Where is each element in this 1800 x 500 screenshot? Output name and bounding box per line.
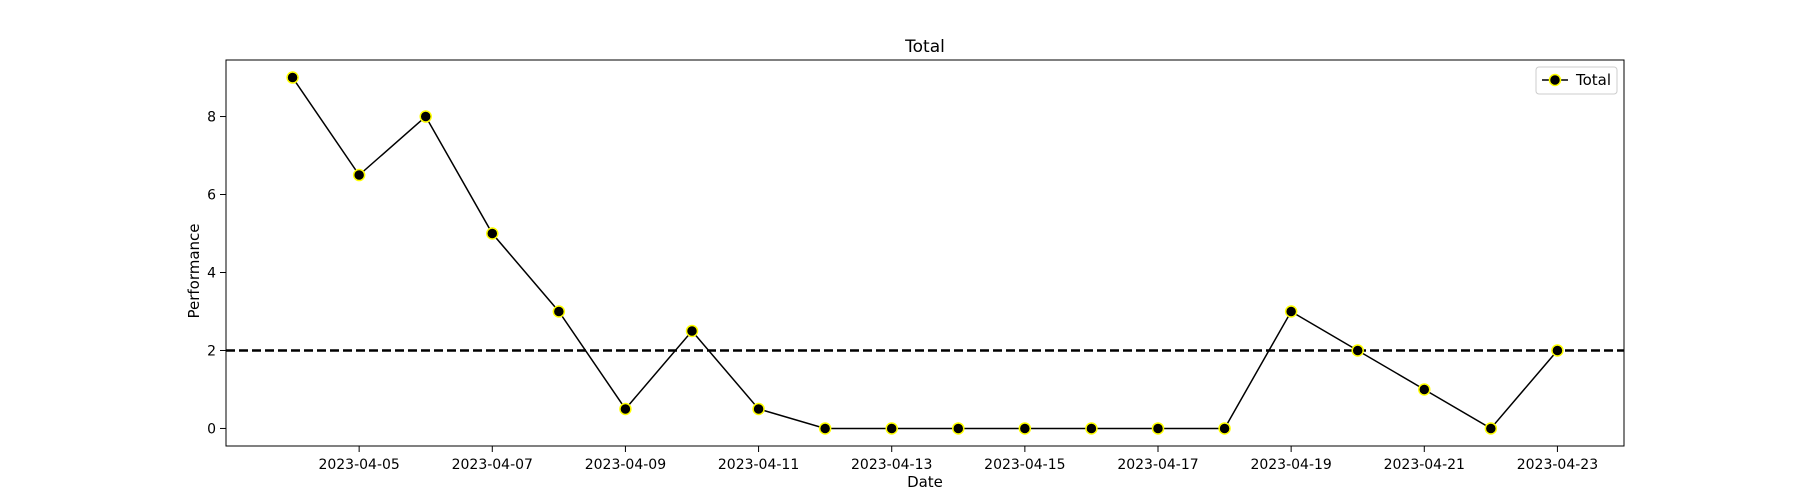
legend-marker — [1548, 73, 1562, 87]
data-point — [818, 422, 832, 435]
x-tick-label: 2023-04-15 — [984, 457, 1065, 473]
x-tick-label: 2023-04-07 — [452, 457, 533, 473]
series-line — [291, 77, 1559, 430]
x-tick-label: 2023-04-13 — [851, 457, 932, 473]
chart-title: Total — [904, 37, 945, 57]
data-point — [1218, 422, 1231, 435]
x-tick-label: 2023-04-09 — [585, 457, 666, 473]
y-tick-label: 2 — [207, 343, 216, 359]
data-point — [752, 402, 765, 416]
x-tick-label: 2023-04-05 — [318, 457, 399, 473]
x-tick-label: 2023-04-23 — [1517, 457, 1598, 473]
x-tick-label: 2023-04-19 — [1250, 457, 1331, 473]
data-point — [1418, 383, 1431, 396]
y-axis-label: Performance — [185, 223, 203, 318]
y-tick-label: 6 — [207, 188, 216, 204]
y-tick-label: 0 — [207, 421, 216, 437]
data-point — [552, 305, 566, 318]
data-point — [685, 324, 699, 338]
x-tick-label: 2023-04-11 — [718, 457, 799, 473]
data-point — [1151, 422, 1165, 435]
plot-frame — [225, 59, 1625, 447]
data-point — [1085, 422, 1098, 435]
x-axis-label: Date — [907, 473, 943, 491]
data-point — [1351, 344, 1364, 357]
data-point — [486, 227, 499, 240]
data-point — [1018, 422, 1032, 435]
plot-area: 2023-04-05 2023-04-07 2023-04-09 2023-04-11… — [207, 59, 1625, 473]
y-tick-label: 4 — [207, 265, 216, 281]
data-point — [952, 422, 965, 435]
legend-label: Total — [1575, 71, 1611, 89]
data-point — [1484, 422, 1498, 435]
data-point — [885, 422, 898, 435]
y-tick-label: 8 — [207, 110, 216, 126]
legend: Total — [1535, 66, 1618, 95]
data-point — [619, 402, 632, 416]
x-tick-label: 2023-04-17 — [1117, 457, 1198, 473]
data-point — [1284, 305, 1298, 318]
legend-box — [1535, 66, 1618, 95]
x-tick-label: 2023-04-21 — [1384, 457, 1465, 473]
data-point — [1551, 344, 1564, 357]
data-point — [419, 110, 432, 123]
data-point — [286, 71, 299, 84]
data-point — [352, 168, 366, 182]
